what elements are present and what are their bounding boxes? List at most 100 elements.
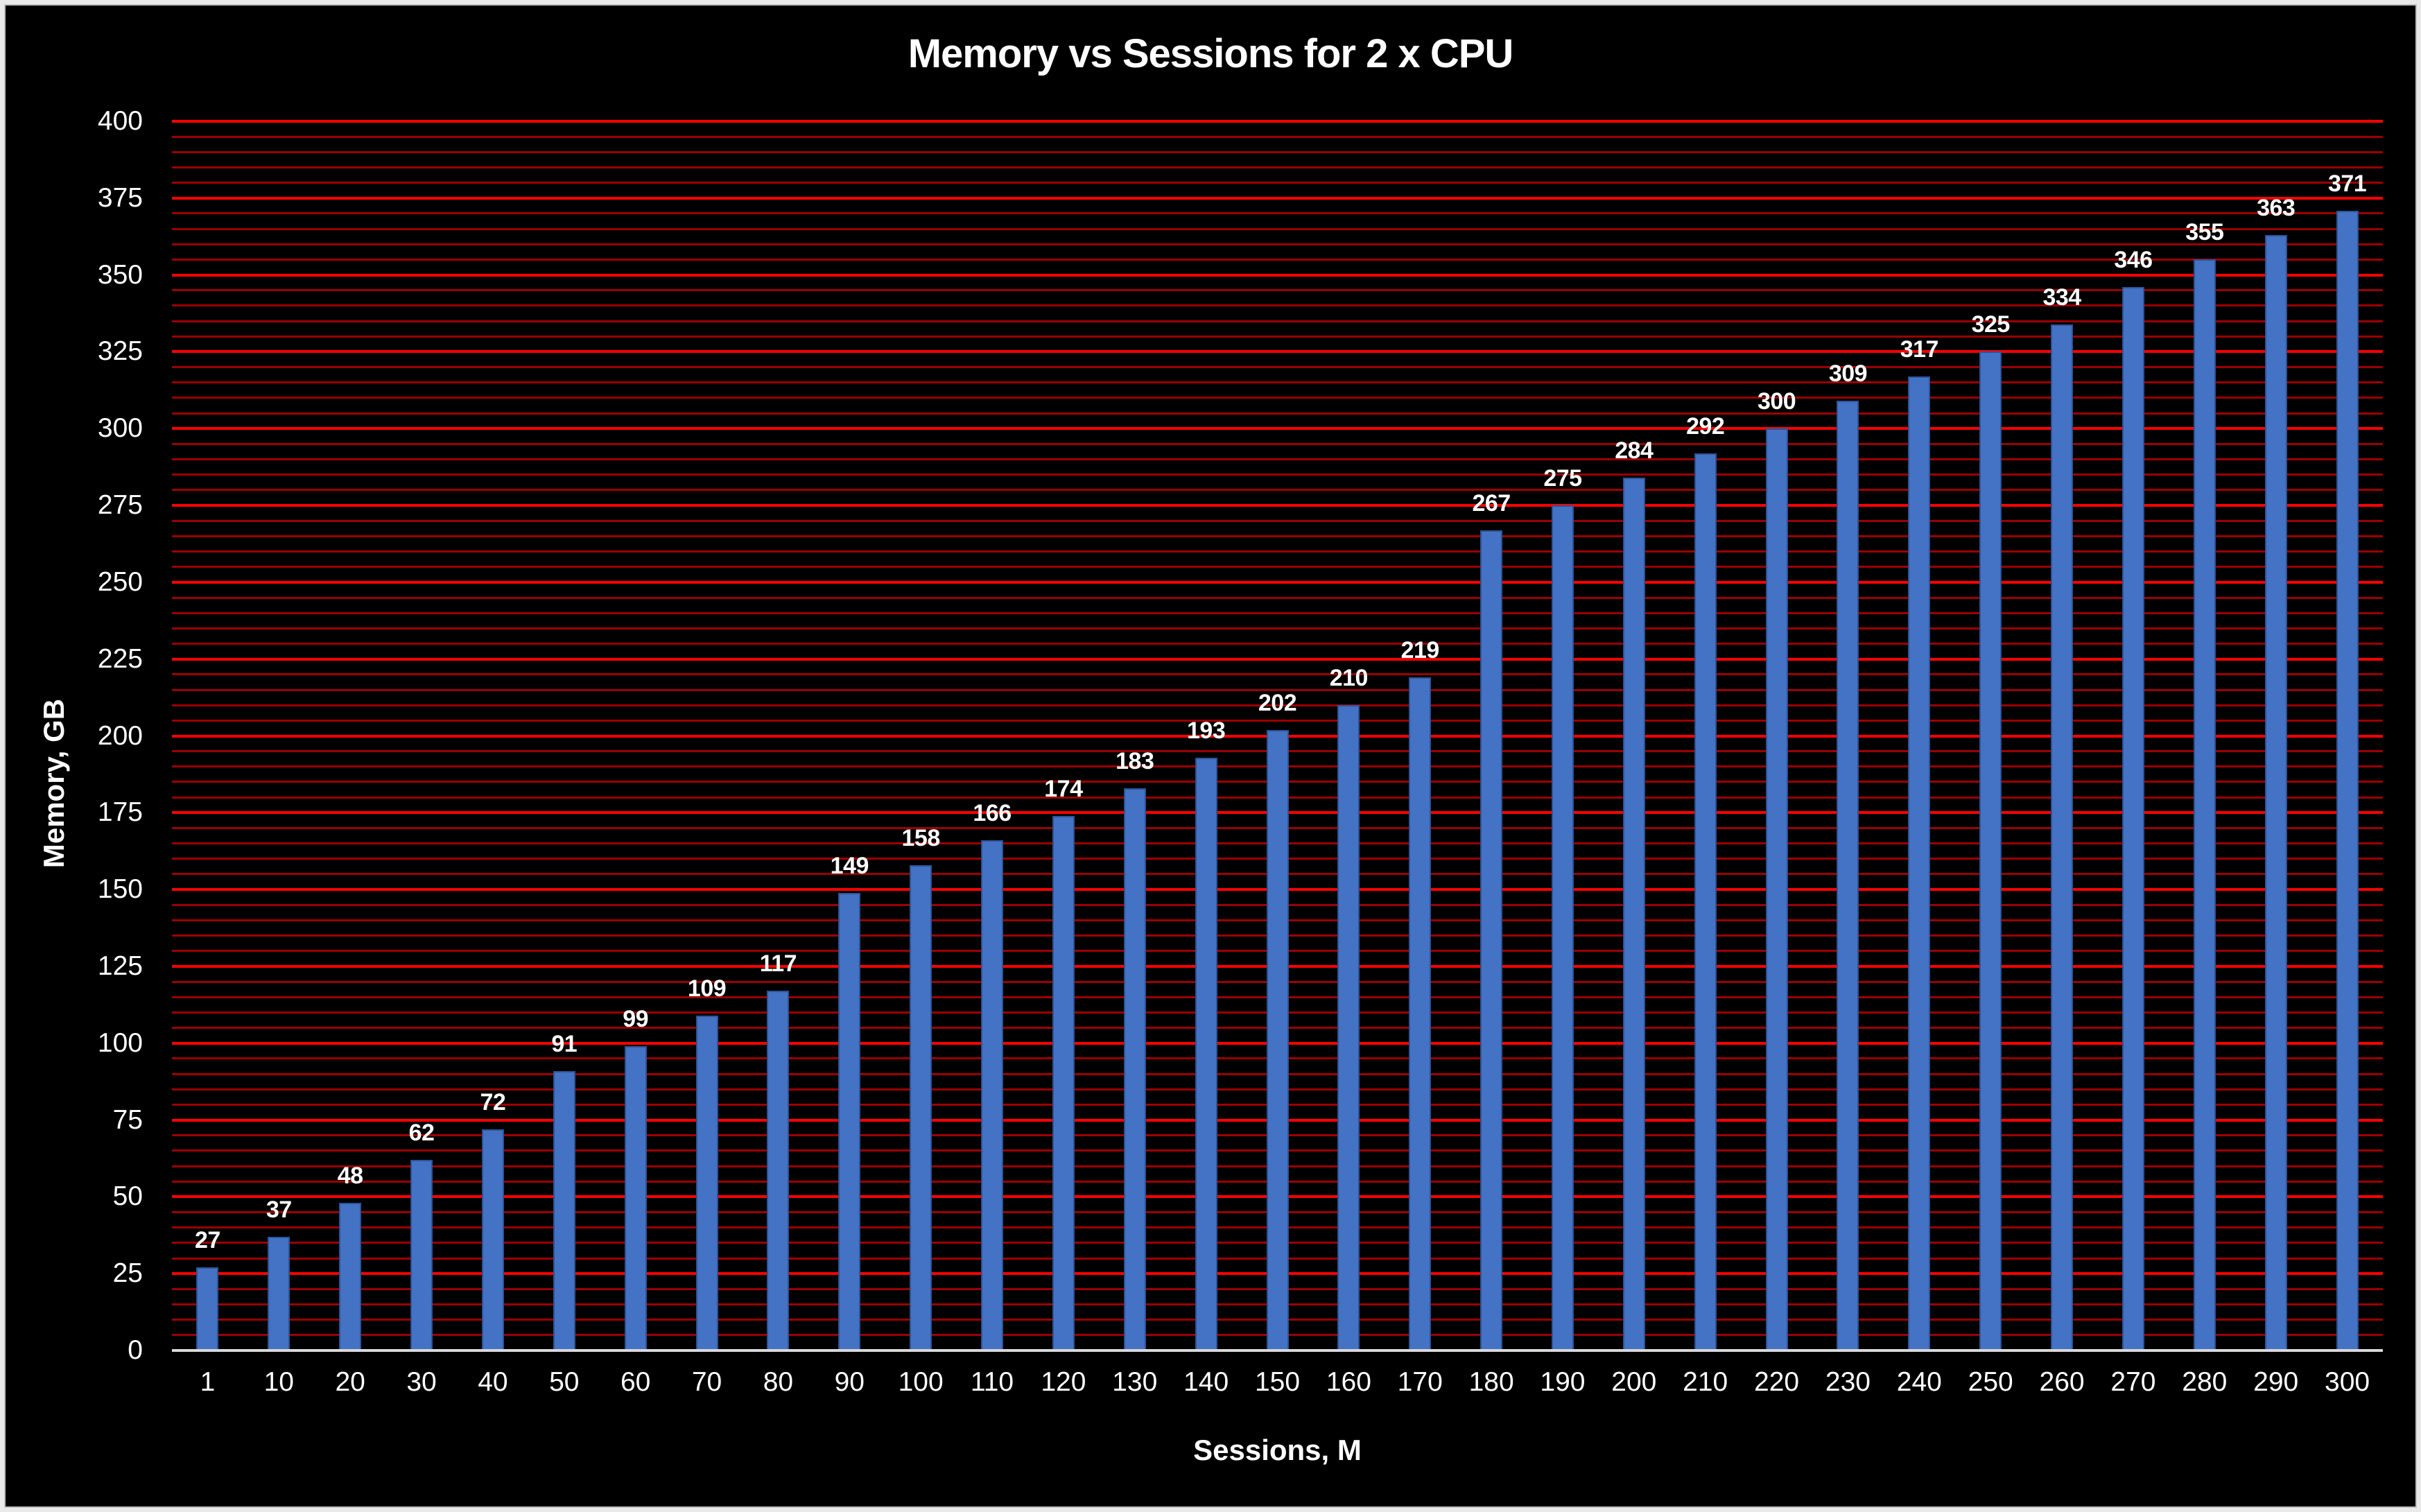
gridline-minor [172,688,2383,691]
bar-value-label: 62 [408,1120,435,1147]
bar-value-label: 317 [1900,336,1939,363]
x-tick-label: 140 [1183,1367,1229,1397]
bar[interactable] [1837,401,1859,1350]
bar[interactable] [1409,677,1432,1350]
x-tick-label: 1 [200,1367,216,1397]
x-tick-label: 240 [1896,1367,1942,1397]
gridline-minor [172,719,2383,722]
bar[interactable] [2051,324,2074,1350]
bar[interactable] [767,991,790,1350]
bar[interactable] [2264,235,2287,1350]
bar[interactable] [1551,505,1574,1350]
bar-value-label: 371 [2327,170,2367,197]
gridline-minor [172,412,2383,415]
bar-value-label: 202 [1258,689,1297,716]
bar[interactable] [695,1015,718,1350]
bar-value-label: 334 [2042,284,2081,311]
bar[interactable] [1622,478,1645,1350]
bar[interactable] [339,1203,362,1350]
bar[interactable] [2121,287,2144,1350]
gridline-minor [172,458,2383,461]
x-tick-label: 220 [1754,1367,1800,1397]
x-tick-label: 300 [2325,1367,2370,1397]
gridline-minor [172,243,2383,245]
bar-value-label: 174 [1044,775,1083,802]
x-tick-label: 100 [898,1367,944,1397]
gridline-minor [172,704,2383,706]
bar-value-label: 48 [337,1163,363,1190]
bar[interactable] [196,1267,219,1350]
bar[interactable] [268,1236,290,1350]
bar-value-label: 117 [759,950,797,977]
gridline-minor [172,397,2383,399]
x-tick-label: 280 [2182,1367,2228,1397]
y-tick-label: 300 [97,413,143,444]
bar[interactable] [1266,729,1289,1350]
bar[interactable] [553,1070,575,1350]
bar-value-label: 355 [2185,219,2224,246]
gridline-minor [172,289,2383,292]
bar-value-label: 284 [1615,437,1654,464]
bar[interactable] [910,864,932,1350]
x-tick-label: 270 [2110,1367,2156,1397]
bar-value-label: 219 [1400,637,1440,664]
bar-value-label: 363 [2257,195,2296,221]
gridline-minor [172,381,2383,384]
x-tick-label: 160 [1326,1367,1371,1397]
bar[interactable] [624,1046,647,1350]
x-tick-label: 290 [2253,1367,2299,1397]
bar[interactable] [1195,757,1217,1350]
bar[interactable] [481,1129,504,1350]
y-tick-label: 150 [97,874,143,905]
gridline-minor [172,550,2383,553]
bar[interactable] [1694,453,1717,1350]
bar[interactable] [2193,259,2216,1350]
gridline-major [172,427,2383,431]
gridline-major [172,580,2383,584]
bar-value-label: 309 [1828,360,1868,388]
y-tick-label: 400 [97,106,143,136]
gridline-major [172,196,2383,200]
x-tick-label: 230 [1825,1367,1871,1397]
x-tick-label: 190 [1540,1367,1586,1397]
bar-value-label: 91 [551,1030,578,1057]
bar[interactable] [981,840,1004,1350]
gridline-minor [172,182,2383,184]
y-tick-label: 125 [97,950,143,981]
gridline-major [172,657,2383,661]
bar[interactable] [838,892,861,1350]
gridline-minor [172,566,2383,568]
gridline-minor [172,135,2383,138]
bar[interactable] [1052,815,1075,1350]
gridline-minor [172,627,2383,629]
x-axis-title: Sessions, M [1193,1434,1362,1466]
bar-value-label: 210 [1329,665,1369,692]
bar[interactable] [2336,210,2359,1350]
bar[interactable] [1908,376,1931,1350]
gridline-minor [172,643,2383,645]
bar[interactable] [1123,788,1146,1350]
gridline-minor [172,596,2383,599]
gridline-minor [172,611,2383,614]
x-tick-label: 120 [1041,1367,1086,1397]
y-tick-label: 250 [97,566,143,597]
bar-value-label: 166 [973,800,1012,827]
y-tick-label: 25 [112,1258,143,1289]
gridline-minor [172,320,2383,322]
gridline-major [172,273,2383,277]
bar-value-label: 300 [1757,388,1796,415]
x-tick-label: 10 [263,1367,294,1397]
bar-value-label: 37 [266,1196,292,1223]
gridline-minor [172,212,2383,215]
x-tick-label: 150 [1254,1367,1301,1397]
bar-value-label: 27 [195,1227,220,1254]
bar[interactable] [1337,705,1360,1350]
bar[interactable] [1765,428,1788,1350]
bar[interactable] [410,1160,433,1350]
bar[interactable] [1480,530,1503,1350]
x-tick-label: 30 [406,1367,437,1397]
gridline-minor [172,489,2383,492]
bar[interactable] [1979,351,2002,1350]
